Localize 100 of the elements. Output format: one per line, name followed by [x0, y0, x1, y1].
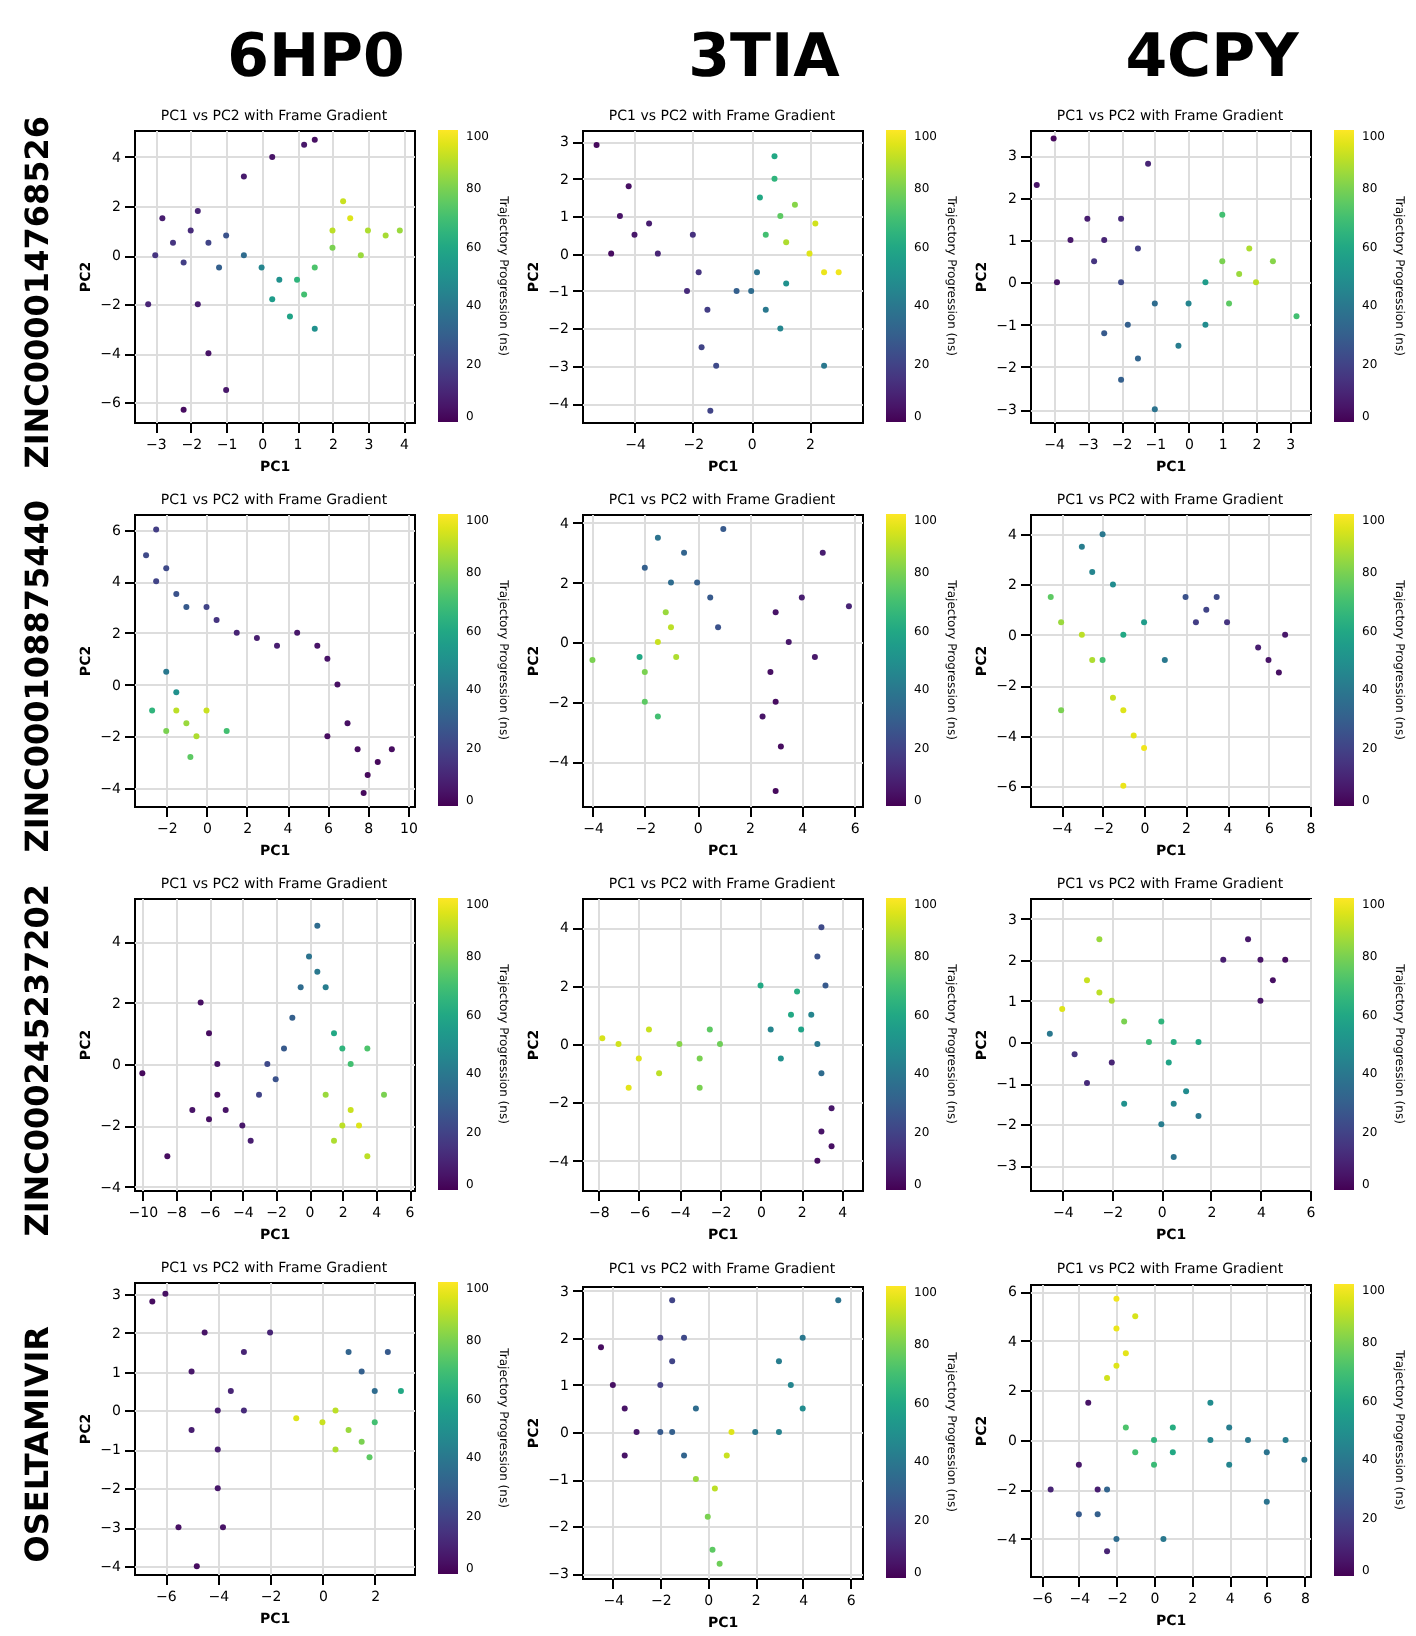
point — [754, 269, 760, 276]
point — [698, 344, 705, 351]
point — [233, 629, 240, 636]
point — [641, 698, 648, 705]
point — [219, 1524, 226, 1531]
point — [771, 153, 778, 160]
point — [1158, 1121, 1165, 1128]
point — [173, 707, 180, 714]
point — [1124, 321, 1131, 328]
point — [311, 325, 318, 332]
point — [1096, 936, 1103, 943]
point — [1104, 1375, 1111, 1382]
point — [656, 1070, 663, 1077]
point — [1122, 1350, 1129, 1357]
point — [818, 1070, 825, 1077]
point — [388, 746, 395, 753]
point — [240, 1349, 247, 1356]
point — [684, 287, 690, 294]
point — [798, 1026, 805, 1033]
point — [1165, 1059, 1172, 1066]
point — [371, 1419, 378, 1426]
point — [286, 313, 293, 320]
point — [767, 668, 774, 675]
point — [1219, 258, 1226, 265]
point — [828, 1105, 835, 1112]
point — [828, 1143, 835, 1150]
point — [728, 1429, 735, 1435]
point — [654, 713, 661, 720]
point — [1050, 135, 1057, 142]
point — [1170, 1038, 1177, 1045]
point — [791, 201, 798, 208]
point — [159, 215, 166, 222]
point — [175, 1524, 182, 1531]
point — [633, 1429, 640, 1435]
point — [240, 252, 247, 259]
point — [1120, 631, 1127, 638]
point — [1145, 160, 1152, 167]
point — [819, 549, 826, 556]
point — [777, 325, 784, 332]
point — [187, 753, 194, 760]
point — [371, 1388, 378, 1395]
point — [188, 1426, 195, 1433]
point — [1207, 1399, 1214, 1406]
point — [301, 141, 308, 148]
point — [281, 1045, 287, 1052]
point — [1118, 376, 1125, 383]
point — [1226, 1424, 1233, 1431]
point — [835, 269, 842, 276]
point — [293, 1415, 300, 1422]
point — [239, 1122, 246, 1129]
point — [345, 1426, 352, 1433]
point — [814, 1157, 821, 1164]
point — [1109, 581, 1116, 588]
point — [695, 269, 702, 276]
point — [1282, 1436, 1289, 1443]
point — [1158, 1018, 1165, 1025]
point — [396, 227, 403, 234]
point — [1132, 1313, 1139, 1320]
point — [704, 1513, 711, 1520]
text: 6HP0 — [225, 22, 407, 96]
point — [183, 720, 190, 727]
point — [692, 1405, 699, 1412]
point — [294, 629, 301, 636]
point — [1120, 782, 1127, 789]
point — [696, 1055, 703, 1062]
point — [314, 642, 321, 649]
point — [1113, 1295, 1120, 1302]
point — [812, 220, 819, 227]
point — [153, 578, 160, 585]
text: OSELTAMIVIR — [17, 1325, 55, 1563]
point — [1108, 997, 1115, 1004]
point — [798, 594, 805, 601]
point — [1121, 1100, 1128, 1107]
point — [169, 239, 176, 246]
point — [707, 594, 714, 601]
point — [1195, 1112, 1202, 1119]
point — [631, 231, 638, 238]
point — [662, 609, 669, 616]
point — [1113, 1362, 1120, 1369]
point — [163, 668, 170, 675]
point — [1134, 355, 1141, 362]
point — [1255, 644, 1262, 651]
point — [654, 534, 661, 541]
point — [689, 231, 696, 238]
point — [1169, 1449, 1176, 1456]
point — [777, 213, 784, 220]
point — [189, 1107, 196, 1114]
point — [1083, 1080, 1090, 1087]
point — [356, 1122, 362, 1129]
point — [757, 982, 764, 989]
point — [845, 603, 852, 610]
point — [205, 239, 212, 246]
point — [669, 1358, 676, 1365]
point — [1118, 215, 1125, 222]
point — [1094, 1486, 1101, 1493]
point — [799, 1334, 806, 1341]
point — [759, 713, 766, 720]
point — [1293, 313, 1300, 320]
point — [183, 604, 190, 611]
point — [1224, 619, 1231, 626]
